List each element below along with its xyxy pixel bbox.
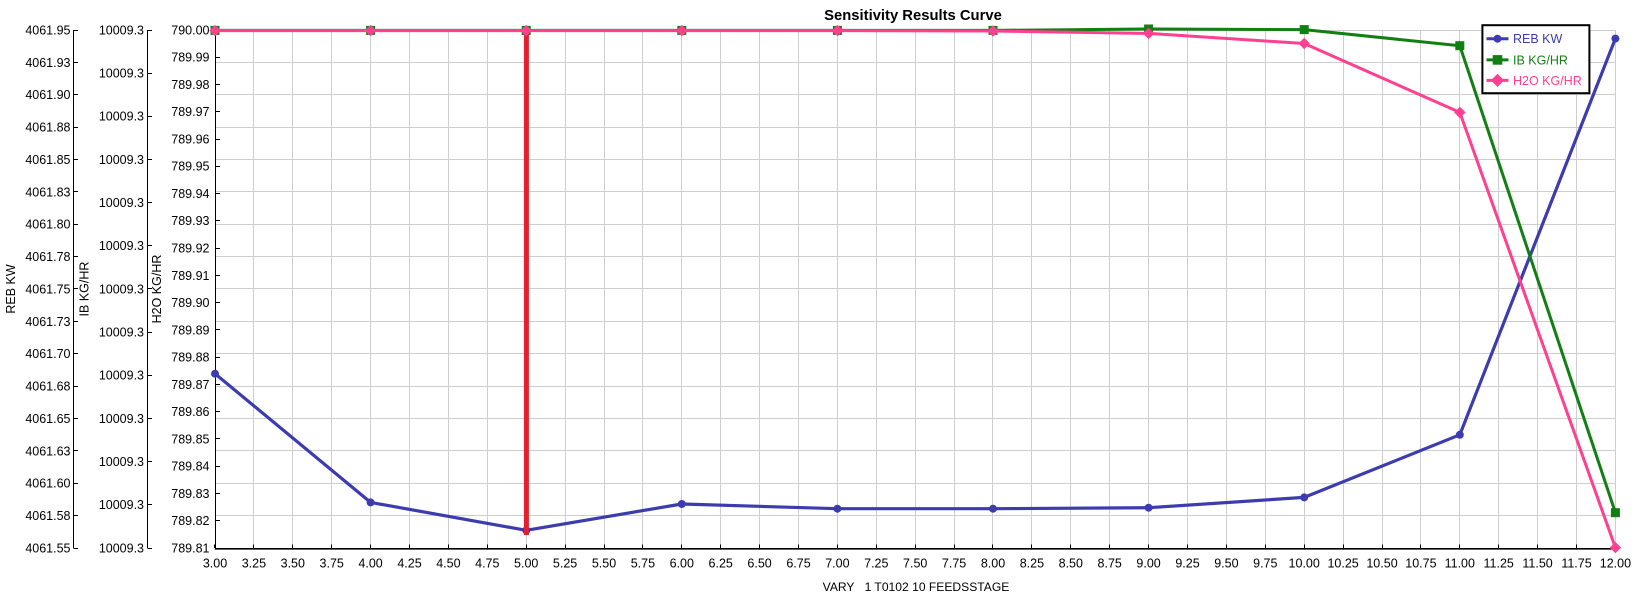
svg-text:10009.3: 10009.3: [99, 196, 144, 210]
svg-text:789.81: 789.81: [171, 541, 209, 555]
svg-text:9.00: 9.00: [1136, 557, 1160, 571]
svg-text:10009.3: 10009.3: [99, 282, 144, 296]
svg-text:3.75: 3.75: [320, 557, 344, 571]
svg-text:5.25: 5.25: [553, 557, 577, 571]
svg-text:4061.55: 4061.55: [25, 541, 70, 555]
svg-text:8.25: 8.25: [1020, 557, 1044, 571]
svg-text:789.89: 789.89: [171, 323, 209, 337]
svg-text:12.00: 12.00: [1600, 557, 1631, 571]
svg-text:5.75: 5.75: [631, 557, 655, 571]
svg-text:11.75: 11.75: [1561, 557, 1591, 571]
svg-text:789.87: 789.87: [171, 378, 209, 392]
svg-text:4061.73: 4061.73: [25, 315, 70, 329]
svg-text:3.00: 3.00: [203, 557, 227, 571]
svg-text:8.50: 8.50: [1059, 557, 1083, 571]
svg-text:789.94: 789.94: [171, 187, 209, 201]
svg-text:6.50: 6.50: [747, 557, 771, 571]
svg-text:789.97: 789.97: [171, 105, 209, 119]
svg-text:11.50: 11.50: [1522, 557, 1552, 571]
svg-text:6.25: 6.25: [709, 557, 733, 571]
svg-text:IB KG/HR: IB KG/HR: [78, 262, 92, 317]
svg-text:7.50: 7.50: [903, 557, 927, 571]
svg-text:VARY 1 T0102 10 FEEDSSTAGE: VARY 1 T0102 10 FEEDSSTAGE: [823, 580, 1010, 594]
svg-text:10009.3: 10009.3: [99, 67, 144, 81]
svg-text:H2O KG/HR: H2O KG/HR: [1513, 74, 1582, 88]
svg-text:Sensitivity Results Curve: Sensitivity Results Curve: [824, 8, 1002, 24]
svg-text:5.50: 5.50: [592, 557, 616, 571]
svg-text:10.00: 10.00: [1289, 557, 1320, 571]
svg-text:10.25: 10.25: [1327, 557, 1358, 571]
svg-text:10.50: 10.50: [1366, 557, 1397, 571]
svg-text:4061.75: 4061.75: [25, 282, 70, 296]
svg-text:789.93: 789.93: [171, 214, 209, 228]
svg-text:4061.63: 4061.63: [25, 444, 70, 458]
svg-text:10009.3: 10009.3: [99, 239, 144, 253]
svg-text:H2O KG/HR: H2O KG/HR: [150, 255, 164, 324]
svg-text:4.50: 4.50: [436, 557, 460, 571]
svg-text:9.75: 9.75: [1253, 557, 1277, 571]
svg-text:10009.3: 10009.3: [99, 541, 144, 555]
svg-text:789.85: 789.85: [171, 432, 209, 446]
svg-text:6.00: 6.00: [670, 557, 694, 571]
svg-text:4061.60: 4061.60: [25, 477, 70, 491]
svg-text:REB KW: REB KW: [1513, 32, 1563, 46]
svg-text:789.96: 789.96: [171, 133, 209, 147]
svg-text:789.84: 789.84: [171, 460, 209, 474]
svg-text:4061.68: 4061.68: [25, 380, 70, 394]
svg-text:10009.3: 10009.3: [99, 153, 144, 167]
svg-text:4061.58: 4061.58: [25, 509, 70, 523]
svg-text:8.00: 8.00: [981, 557, 1005, 571]
svg-text:10009.3: 10009.3: [99, 326, 144, 340]
svg-text:4061.85: 4061.85: [25, 153, 70, 167]
svg-text:789.99: 789.99: [171, 51, 209, 65]
svg-text:4061.93: 4061.93: [25, 56, 70, 70]
svg-text:789.98: 789.98: [171, 78, 209, 92]
svg-text:8.75: 8.75: [1098, 557, 1122, 571]
svg-text:4061.88: 4061.88: [25, 121, 70, 135]
svg-text:9.50: 9.50: [1214, 557, 1238, 571]
svg-text:7.75: 7.75: [942, 557, 966, 571]
svg-text:4061.65: 4061.65: [25, 412, 70, 426]
svg-text:REB KW: REB KW: [4, 264, 18, 314]
svg-text:5.00: 5.00: [514, 557, 538, 571]
svg-text:789.88: 789.88: [171, 351, 209, 365]
svg-text:789.83: 789.83: [171, 487, 209, 501]
svg-text:4.75: 4.75: [475, 557, 499, 571]
svg-text:9.25: 9.25: [1175, 557, 1199, 571]
svg-text:789.86: 789.86: [171, 405, 209, 419]
svg-text:IB KG/HR: IB KG/HR: [1513, 53, 1568, 67]
svg-text:789.90: 789.90: [171, 296, 209, 310]
svg-text:7.00: 7.00: [825, 557, 849, 571]
svg-text:10.75: 10.75: [1405, 557, 1436, 571]
svg-text:10009.3: 10009.3: [99, 110, 144, 124]
svg-text:789.95: 789.95: [171, 160, 209, 174]
svg-text:789.82: 789.82: [171, 514, 209, 528]
svg-text:4061.95: 4061.95: [25, 23, 70, 37]
svg-text:4.25: 4.25: [397, 557, 421, 571]
svg-text:10009.3: 10009.3: [99, 23, 144, 37]
svg-text:6.75: 6.75: [786, 557, 810, 571]
svg-text:4.00: 4.00: [358, 557, 382, 571]
svg-text:10009.3: 10009.3: [99, 412, 144, 426]
svg-text:790.00: 790.00: [171, 23, 209, 37]
svg-text:10009.3: 10009.3: [99, 498, 144, 512]
svg-text:7.25: 7.25: [864, 557, 888, 571]
svg-text:11.00: 11.00: [1445, 557, 1475, 571]
svg-text:789.92: 789.92: [171, 242, 209, 256]
svg-text:4061.78: 4061.78: [25, 250, 70, 264]
svg-text:10009.3: 10009.3: [99, 369, 144, 383]
svg-text:11.25: 11.25: [1484, 557, 1514, 571]
svg-text:3.50: 3.50: [281, 557, 305, 571]
svg-text:3.25: 3.25: [242, 557, 266, 571]
svg-text:4061.70: 4061.70: [25, 347, 70, 361]
svg-text:10009.3: 10009.3: [99, 455, 144, 469]
svg-text:4061.83: 4061.83: [25, 185, 70, 199]
svg-text:789.91: 789.91: [171, 269, 209, 283]
svg-text:4061.80: 4061.80: [25, 218, 70, 232]
svg-text:4061.90: 4061.90: [25, 88, 70, 102]
